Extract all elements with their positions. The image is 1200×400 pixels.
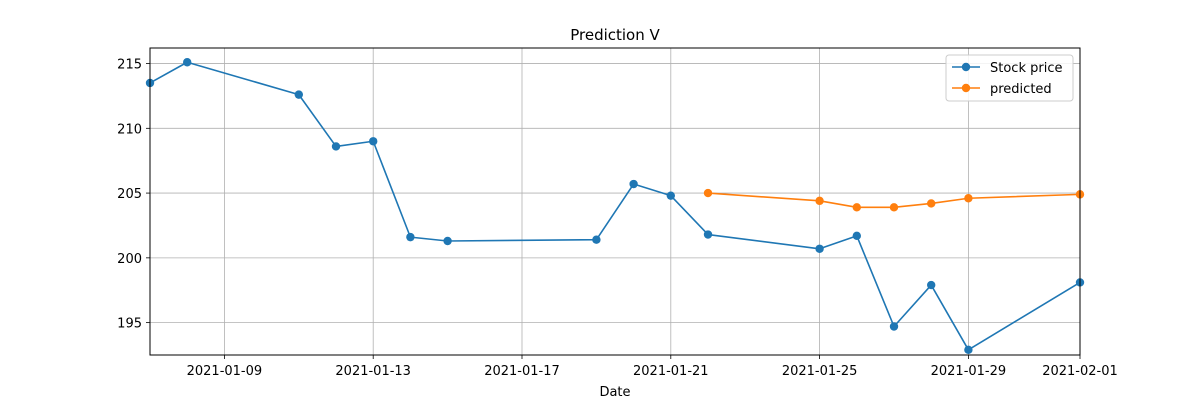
data-point xyxy=(294,90,303,99)
y-tick-label: 195 xyxy=(117,317,142,332)
chart-title: Prediction V xyxy=(570,26,660,44)
data-point xyxy=(889,322,899,331)
data-point xyxy=(927,280,936,290)
series-stock-price xyxy=(145,58,1085,355)
data-point xyxy=(666,191,675,200)
data-point xyxy=(592,235,601,244)
y-tick-label: 205 xyxy=(117,187,142,202)
x-tick-label: 2021-01-09 xyxy=(187,364,263,379)
x-axis-label: Date xyxy=(599,385,630,400)
y-tick-label: 215 xyxy=(117,58,142,73)
x-axis-ticks: 2021-01-09 2021-01-13 2021-01-17 2021-01-21… xyxy=(187,355,1118,379)
x-tick-label: 2021-01-29 xyxy=(931,364,1007,379)
legend-swatch-marker xyxy=(961,62,971,72)
data-point xyxy=(406,232,415,242)
y-tick-label: 210 xyxy=(117,122,142,137)
legend-entry-label: Stock price xyxy=(990,61,1062,76)
legend-entry-label: predicted xyxy=(990,82,1052,97)
data-point xyxy=(964,194,973,203)
x-tick-label: 2021-02-01 xyxy=(1042,364,1118,379)
data-point xyxy=(927,199,936,208)
data-point xyxy=(183,58,192,67)
y-axis-ticks: 195 200 205 210 215 xyxy=(117,58,150,332)
data-point xyxy=(443,236,452,246)
data-point xyxy=(852,231,861,241)
series-predicted xyxy=(703,188,1085,212)
data-point xyxy=(852,203,861,212)
grid-lines xyxy=(150,48,1081,355)
data-point xyxy=(703,188,713,198)
data-point xyxy=(964,345,973,355)
data-point xyxy=(331,142,341,151)
series-layer xyxy=(145,58,1085,355)
data-point xyxy=(889,203,899,212)
plot-frame xyxy=(149,47,1081,356)
y-tick-label: 200 xyxy=(117,252,142,267)
data-point xyxy=(369,137,378,146)
x-tick-label: 2021-01-13 xyxy=(335,364,411,379)
data-point xyxy=(629,179,638,189)
x-tick-label: 2021-01-25 xyxy=(782,364,858,379)
data-point xyxy=(703,230,713,239)
data-point xyxy=(815,244,824,253)
legend-swatch-marker xyxy=(961,83,971,93)
x-tick-label: 2021-01-21 xyxy=(633,364,709,379)
legend: Stock price predicted xyxy=(945,54,1074,102)
x-tick-label: 2021-01-17 xyxy=(484,364,560,379)
data-point xyxy=(815,196,824,206)
